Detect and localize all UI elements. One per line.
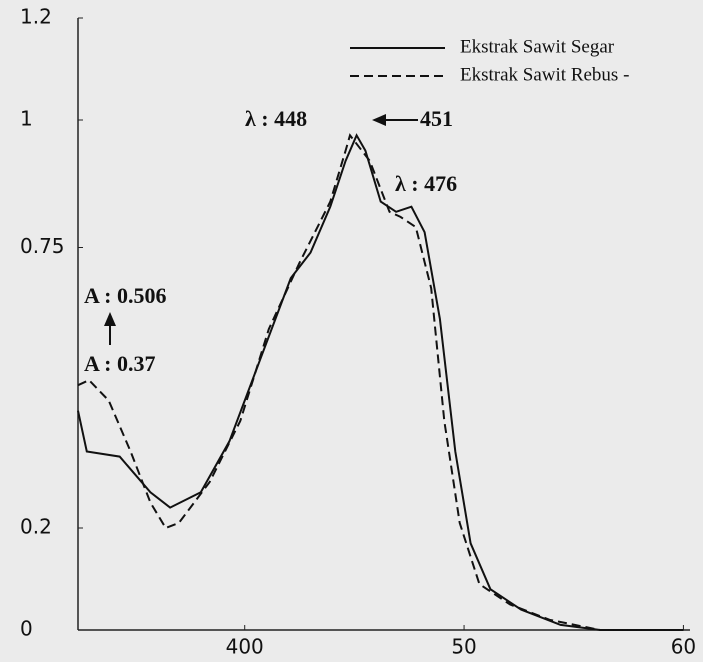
y-tick-label: 1 [20, 107, 33, 131]
annotation: λ : 448 [245, 106, 307, 131]
y-tick-label: 1.2 [20, 5, 52, 29]
x-tick-label: 50 [451, 635, 476, 659]
annotation: λ : 476 [395, 171, 457, 196]
annotation: A : 0.506 [84, 283, 167, 308]
annotation: 451 [420, 106, 453, 131]
legend-label: Ekstrak Sawit Segar [460, 36, 615, 57]
legend-label: Ekstrak Sawit Rebus - [460, 64, 629, 85]
annotation: A : 0.37 [84, 351, 156, 376]
arrow-head [104, 312, 116, 326]
series-line [77, 133, 684, 631]
x-tick-label: 400 [226, 635, 264, 659]
y-tick-label: 0.2 [20, 515, 52, 539]
x-tick-label: 60 [671, 635, 696, 659]
y-tick-label: 0 [20, 617, 33, 641]
y-tick-label: 0.75 [20, 234, 65, 258]
arrow-head [372, 114, 386, 126]
series-line [77, 133, 684, 631]
